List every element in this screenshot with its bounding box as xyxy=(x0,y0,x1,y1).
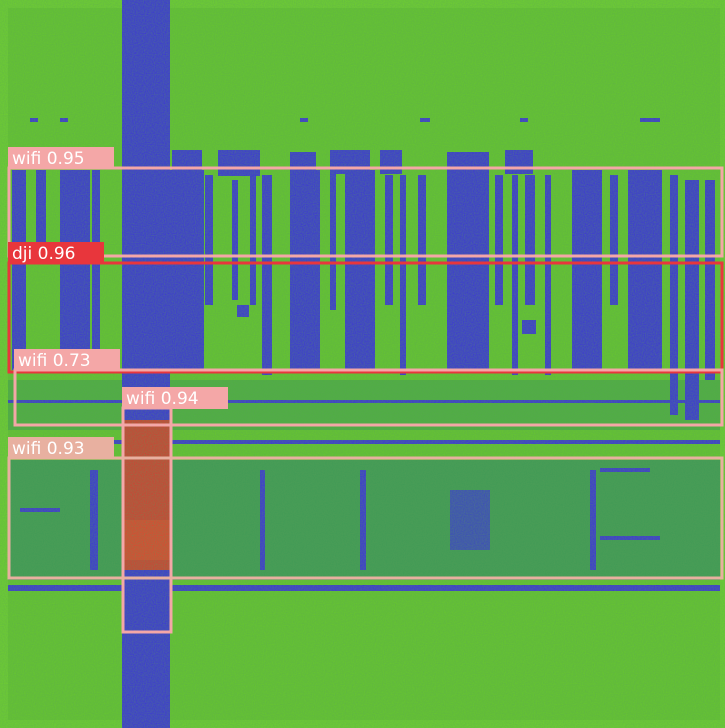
label-background xyxy=(8,242,104,264)
detection-label: dji 0.96 xyxy=(12,244,76,264)
detection-box xyxy=(13,368,724,427)
detection-label: wifi 0.95 xyxy=(12,149,85,169)
detection-box xyxy=(7,456,724,580)
detection-box xyxy=(7,166,724,258)
label-background xyxy=(8,437,114,459)
detection-label: wifi 0.94 xyxy=(126,389,199,409)
label-background xyxy=(8,147,114,169)
detection-label: wifi 0.93 xyxy=(12,439,85,459)
label-background xyxy=(122,387,228,409)
detection-labels: wifi 0.95 dji 0.96 wifi 0.73 wifi 0.94 w… xyxy=(8,147,228,459)
detection-box xyxy=(7,261,724,374)
label-background xyxy=(14,349,120,371)
detection-label: wifi 0.73 xyxy=(18,351,91,371)
